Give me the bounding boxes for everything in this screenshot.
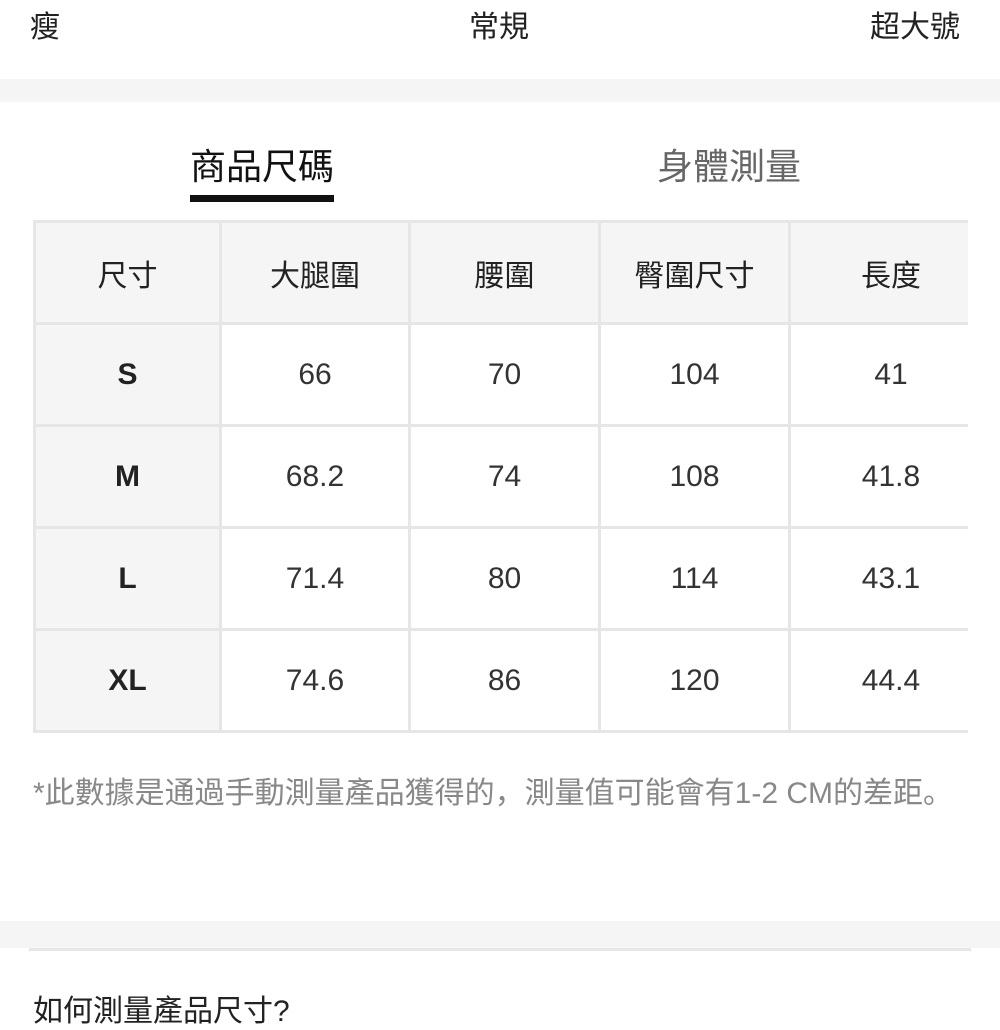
table-header-cell: 大腿圍 xyxy=(222,223,408,322)
table-header-cell: 腰圍 xyxy=(411,223,598,322)
table-cell: 108 xyxy=(601,427,788,526)
size-label-cell: M xyxy=(36,427,219,526)
table-cell: 44.4 xyxy=(791,631,968,730)
table-cell: 41.8 xyxy=(791,427,968,526)
size-label-cell: S xyxy=(36,325,219,424)
table-cell: 80 xyxy=(411,529,598,628)
table-cell: 71.4 xyxy=(222,529,408,628)
table-cell: 104 xyxy=(601,325,788,424)
fit-label-oversized: 超大號 xyxy=(870,11,960,44)
size-label-cell: XL xyxy=(36,631,219,730)
divider xyxy=(29,948,971,951)
table-cell: 66 xyxy=(222,325,408,424)
measurement-note: *此數據是通過手動測量產品獲得的，測量值可能會有1-2 CM的差距。 xyxy=(33,777,954,810)
section-separator xyxy=(0,921,1000,948)
table-header-cell: 尺寸 xyxy=(36,223,219,322)
table-header-cell: 臀圍尺寸 xyxy=(601,223,788,322)
table-cell: 74 xyxy=(411,427,598,526)
fit-label-regular: 常規 xyxy=(469,11,529,44)
table-cell: 114 xyxy=(601,529,788,628)
size-label-cell: L xyxy=(36,529,219,628)
fit-label-slim: 瘦 xyxy=(30,11,60,44)
size-table-scroll[interactable]: 尺寸 大腿圍 腰圍 臀圍尺寸 長度 S 66 70 104 41 M 68.2 74 108 41.8 L 71… xyxy=(33,220,968,734)
table-cell: 74.6 xyxy=(222,631,408,730)
table-cell: 70 xyxy=(411,325,598,424)
table-cell: 68.2 xyxy=(222,427,408,526)
section-separator xyxy=(0,79,1000,102)
fit-scale: 瘦 常規 超大號 xyxy=(0,0,1000,78)
table-cell: 120 xyxy=(601,631,788,730)
tab-body-measurement[interactable]: 身體測量 xyxy=(657,146,802,187)
how-to-measure-title[interactable]: 如何測量產品尺寸? xyxy=(33,995,290,1028)
table-cell: 41 xyxy=(791,325,968,424)
table-cell: 86 xyxy=(411,631,598,730)
table-cell: 43.1 xyxy=(791,529,968,628)
tab-product-size[interactable]: 商品尺碼 xyxy=(190,138,335,202)
table-header-cell: 長度 xyxy=(791,223,968,322)
size-table: 尺寸 大腿圍 腰圍 臀圍尺寸 長度 S 66 70 104 41 M 68.2 74 108 41.8 L 71… xyxy=(33,220,968,733)
